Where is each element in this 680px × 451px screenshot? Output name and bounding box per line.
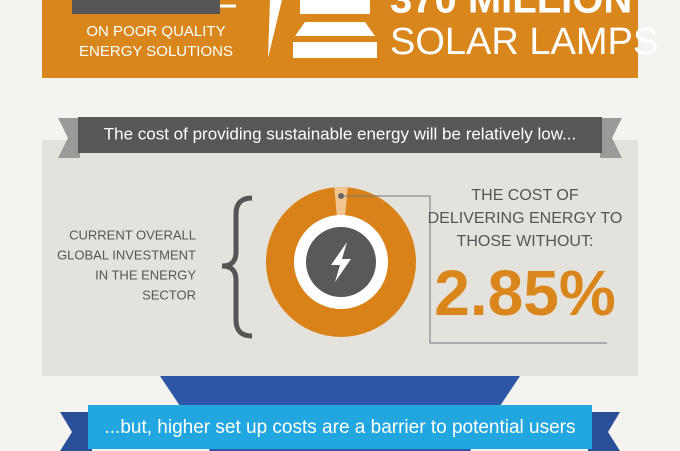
bolt-icon: [331, 242, 351, 282]
lamp-icon: [295, 22, 375, 36]
right-label: THOSE WITHOUT:: [457, 233, 594, 250]
left-label: GLOBAL INVESTMENT: [57, 247, 196, 262]
pie: [266, 187, 416, 337]
right-label: DELIVERING ENERGY TO: [428, 210, 623, 227]
lamp-ray: [268, 0, 282, 58]
leader-dot: [338, 193, 344, 199]
money-box: [72, 0, 220, 14]
ribbon: [78, 117, 602, 153]
ribbon-end: [600, 118, 622, 158]
left-label: SECTOR: [142, 287, 196, 302]
lamp-icon: [300, 0, 370, 14]
bottom-ribbon-text: ...but, higher set up costs are a barrie…: [104, 417, 575, 438]
top-left-text: ON POOR QUALITY: [86, 23, 225, 40]
left-label: CURRENT OVERALL: [69, 227, 196, 242]
ribbon-end: [60, 412, 92, 451]
left-label: IN THE ENERGY: [95, 267, 196, 282]
right-label: THE COST OF: [471, 187, 578, 204]
lamp-icon: [293, 42, 377, 58]
top-headline: 370 MILLION: [390, 0, 632, 22]
bottom-ribbon: [88, 405, 592, 449]
ribbon-end: [588, 412, 620, 451]
share-label: 2.85%: [434, 257, 615, 329]
top-right-text: SOLAR LAMPS: [390, 21, 658, 63]
ribbon-text: The cost of providing sustainable energy…: [104, 124, 576, 143]
brace: [221, 195, 253, 339]
top-left-text: ENERGY SOLUTIONS: [79, 43, 233, 60]
leader-line: [341, 195, 607, 344]
ribbon-end: [58, 118, 80, 158]
